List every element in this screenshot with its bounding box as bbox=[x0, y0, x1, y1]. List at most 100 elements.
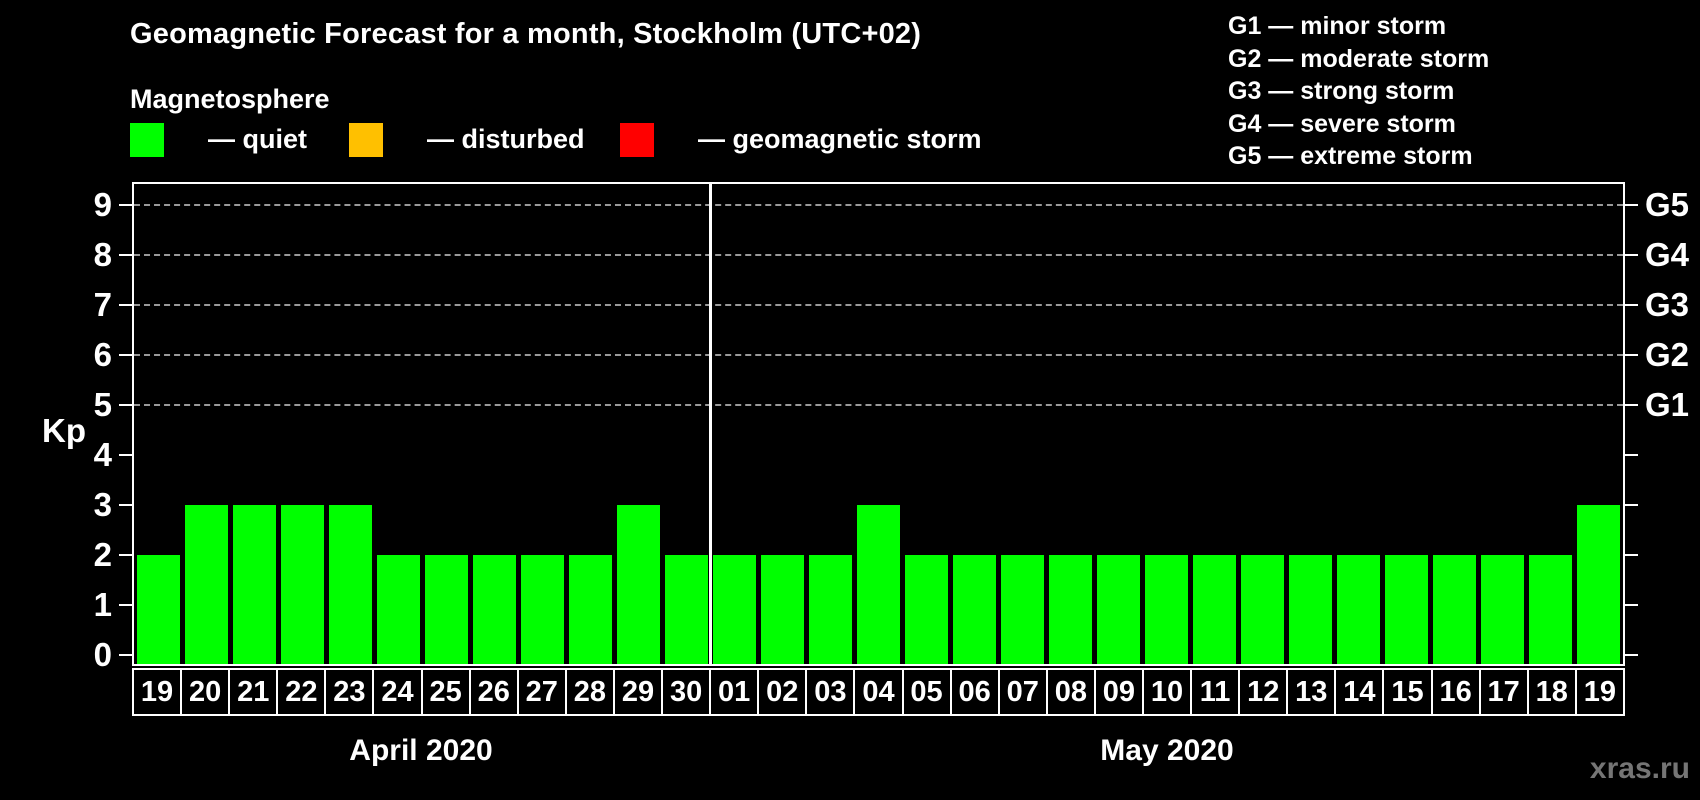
kp-bar-day-27 bbox=[520, 555, 564, 664]
y-tick-left-0 bbox=[119, 654, 132, 656]
y-tick-right-7 bbox=[1625, 304, 1638, 306]
kp-bar-day-21 bbox=[232, 505, 276, 664]
gridline-kp-8 bbox=[134, 254, 1623, 256]
g-scale-label-g2: G2 bbox=[1645, 336, 1690, 373]
g-scale-legend: G1 — minor storm G2 — moderate storm G3 … bbox=[1228, 10, 1489, 173]
day-label-26: 26 bbox=[468, 668, 519, 716]
kp-bar-day-11 bbox=[1193, 555, 1237, 664]
day-label-13: 13 bbox=[1286, 668, 1337, 716]
g-legend-g1: G1 — minor storm bbox=[1228, 12, 1447, 40]
quiet-color-swatch bbox=[130, 122, 164, 157]
kp-bar-day-02 bbox=[760, 555, 804, 664]
gridline-kp-5 bbox=[134, 404, 1623, 406]
day-label-27: 27 bbox=[516, 668, 567, 716]
day-label-15: 15 bbox=[1382, 668, 1433, 716]
day-label-23: 23 bbox=[324, 668, 375, 716]
legend-item-quiet: — quiet bbox=[130, 122, 307, 157]
kp-bar-day-20 bbox=[184, 505, 228, 664]
kp-bar-day-07 bbox=[1001, 555, 1045, 664]
y-axis-title: Kp bbox=[42, 412, 86, 449]
g-scale-label-g3: G3 bbox=[1645, 286, 1690, 323]
day-label-22: 22 bbox=[276, 668, 327, 716]
day-label-28: 28 bbox=[564, 668, 615, 716]
kp-bar-day-05 bbox=[905, 555, 949, 664]
kp-bar-day-24 bbox=[376, 555, 420, 664]
day-label-07: 07 bbox=[997, 668, 1048, 716]
y-tick-left-1 bbox=[119, 604, 132, 606]
day-label-19: 19 bbox=[1574, 668, 1625, 716]
day-label-24: 24 bbox=[372, 668, 423, 716]
y-tick-right-3 bbox=[1625, 504, 1638, 506]
y-tick-left-6 bbox=[119, 354, 132, 356]
gridline-kp-7 bbox=[134, 304, 1623, 306]
plot-area bbox=[132, 182, 1625, 666]
kp-bar-day-14 bbox=[1337, 555, 1381, 664]
kp-bar-day-08 bbox=[1049, 555, 1093, 664]
day-label-09: 09 bbox=[1093, 668, 1144, 716]
y-tick-right-2 bbox=[1625, 554, 1638, 556]
y-tick-label-5: 5 bbox=[93, 386, 112, 423]
kp-bar-day-29 bbox=[616, 505, 660, 664]
day-label-16: 16 bbox=[1430, 668, 1481, 716]
y-tick-label-2: 2 bbox=[93, 536, 112, 573]
kp-bar-day-06 bbox=[953, 555, 997, 664]
day-label-04: 04 bbox=[853, 668, 904, 716]
y-tick-right-1 bbox=[1625, 604, 1638, 606]
day-label-30: 30 bbox=[661, 668, 712, 716]
day-label-05: 05 bbox=[901, 668, 952, 716]
legend-item-storm: — geomagnetic storm bbox=[620, 122, 982, 157]
kp-bar-day-01 bbox=[712, 555, 756, 664]
kp-bar-day-18 bbox=[1529, 555, 1573, 664]
watermark: xras.ru bbox=[1589, 752, 1690, 785]
y-tick-left-3 bbox=[119, 504, 132, 506]
chart-title: Geomagnetic Forecast for a month, Stockh… bbox=[130, 18, 922, 50]
kp-bar-day-26 bbox=[472, 555, 516, 664]
legend-label-storm: — geomagnetic storm bbox=[698, 124, 982, 154]
y-tick-right-4 bbox=[1625, 454, 1638, 456]
day-label-21: 21 bbox=[228, 668, 279, 716]
y-tick-left-8 bbox=[119, 254, 132, 256]
y-tick-label-7: 7 bbox=[93, 286, 112, 323]
day-label-10: 10 bbox=[1141, 668, 1193, 716]
g-legend-g5: G5 — extreme storm bbox=[1228, 142, 1473, 170]
kp-bar-day-25 bbox=[424, 555, 468, 664]
kp-bar-day-13 bbox=[1289, 555, 1333, 664]
y-tick-left-7 bbox=[119, 304, 132, 306]
y-tick-label-3: 3 bbox=[93, 486, 112, 523]
kp-bar-day-28 bbox=[568, 555, 612, 664]
day-label-03: 03 bbox=[805, 668, 856, 716]
day-label-02: 02 bbox=[757, 668, 808, 716]
y-tick-label-6: 6 bbox=[93, 336, 112, 373]
kp-bar-day-16 bbox=[1433, 555, 1477, 664]
kp-bar-day-23 bbox=[328, 505, 372, 664]
kp-bar-day-30 bbox=[664, 555, 708, 664]
disturbed-color-swatch bbox=[349, 122, 383, 157]
g-legend-g3: G3 — strong storm bbox=[1228, 77, 1455, 105]
y-tick-label-9: 9 bbox=[93, 186, 112, 223]
y-tick-left-5 bbox=[119, 404, 132, 406]
day-label-19: 19 bbox=[132, 668, 183, 716]
y-tick-right-6 bbox=[1625, 354, 1638, 356]
kp-bar-day-15 bbox=[1385, 555, 1429, 664]
storm-color-swatch bbox=[620, 122, 654, 157]
legend-label-disturbed: — disturbed bbox=[427, 124, 585, 154]
y-tick-left-9 bbox=[119, 204, 132, 206]
day-label-06: 06 bbox=[949, 668, 1000, 716]
kp-bar-day-19 bbox=[136, 555, 180, 664]
y-tick-left-4 bbox=[119, 454, 132, 456]
y-tick-label-1: 1 bbox=[93, 586, 112, 623]
g-legend-g2: G2 — moderate storm bbox=[1228, 44, 1490, 73]
month-label-april: April 2020 bbox=[349, 734, 493, 767]
y-tick-right-8 bbox=[1625, 254, 1638, 256]
day-label-29: 29 bbox=[612, 668, 664, 716]
month-label-may: May 2020 bbox=[1100, 734, 1234, 767]
g-scale-label-g4: G4 bbox=[1645, 236, 1690, 273]
day-label-25: 25 bbox=[420, 668, 471, 716]
legend-label-quiet: — quiet bbox=[208, 124, 307, 154]
g-scale-label-g1: G1 bbox=[1645, 386, 1690, 423]
day-label-17: 17 bbox=[1478, 668, 1529, 716]
day-label-14: 14 bbox=[1334, 668, 1385, 716]
day-label-01: 01 bbox=[709, 668, 760, 716]
day-axis-row: 19 20 21 22 23 24 25 26 27 28 29 30 01 02 03 04 05 06 07 08… bbox=[132, 668, 1625, 716]
